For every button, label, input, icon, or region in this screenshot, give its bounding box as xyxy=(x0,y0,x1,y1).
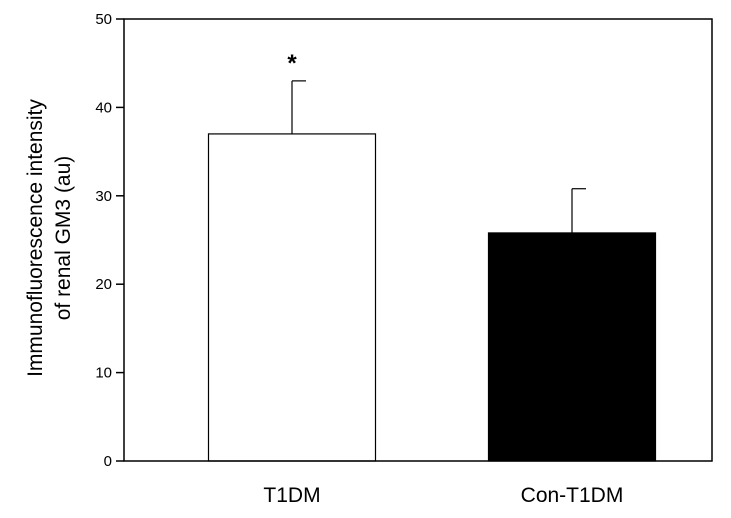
y-tick-label-40: 40 xyxy=(95,99,112,116)
y-tick-label-10: 10 xyxy=(95,365,112,382)
error-bars xyxy=(291,80,586,233)
y-axis-title-line-2: of renal GM3 (au) xyxy=(52,156,75,321)
bars xyxy=(207,133,657,462)
y-axis-ticks: 0 10 20 30 40 50 xyxy=(95,11,124,470)
x-tick-label-t1dm: T1DM xyxy=(263,484,320,507)
y-axis-title: Immunofluorescence intensity of renal GM… xyxy=(24,99,75,377)
y-tick-label-30: 30 xyxy=(95,188,112,205)
plot-frame xyxy=(123,18,713,462)
y-axis-title-line-1: Immunofluorescence intensity xyxy=(24,99,47,377)
x-tick-label-con-t1dm: Con-T1DM xyxy=(521,484,624,507)
y-tick-label-0: 0 xyxy=(104,453,112,470)
x-axis-labels: T1DM Con-T1DM xyxy=(263,484,623,507)
y-tick-label-20: 20 xyxy=(95,276,112,293)
bar-t1dm xyxy=(207,133,377,462)
significance-marker-t1dm: * xyxy=(287,50,297,77)
y-tick-label-50: 50 xyxy=(95,11,112,28)
significance-markers: * xyxy=(287,50,297,77)
bar-con-t1dm xyxy=(487,232,657,462)
